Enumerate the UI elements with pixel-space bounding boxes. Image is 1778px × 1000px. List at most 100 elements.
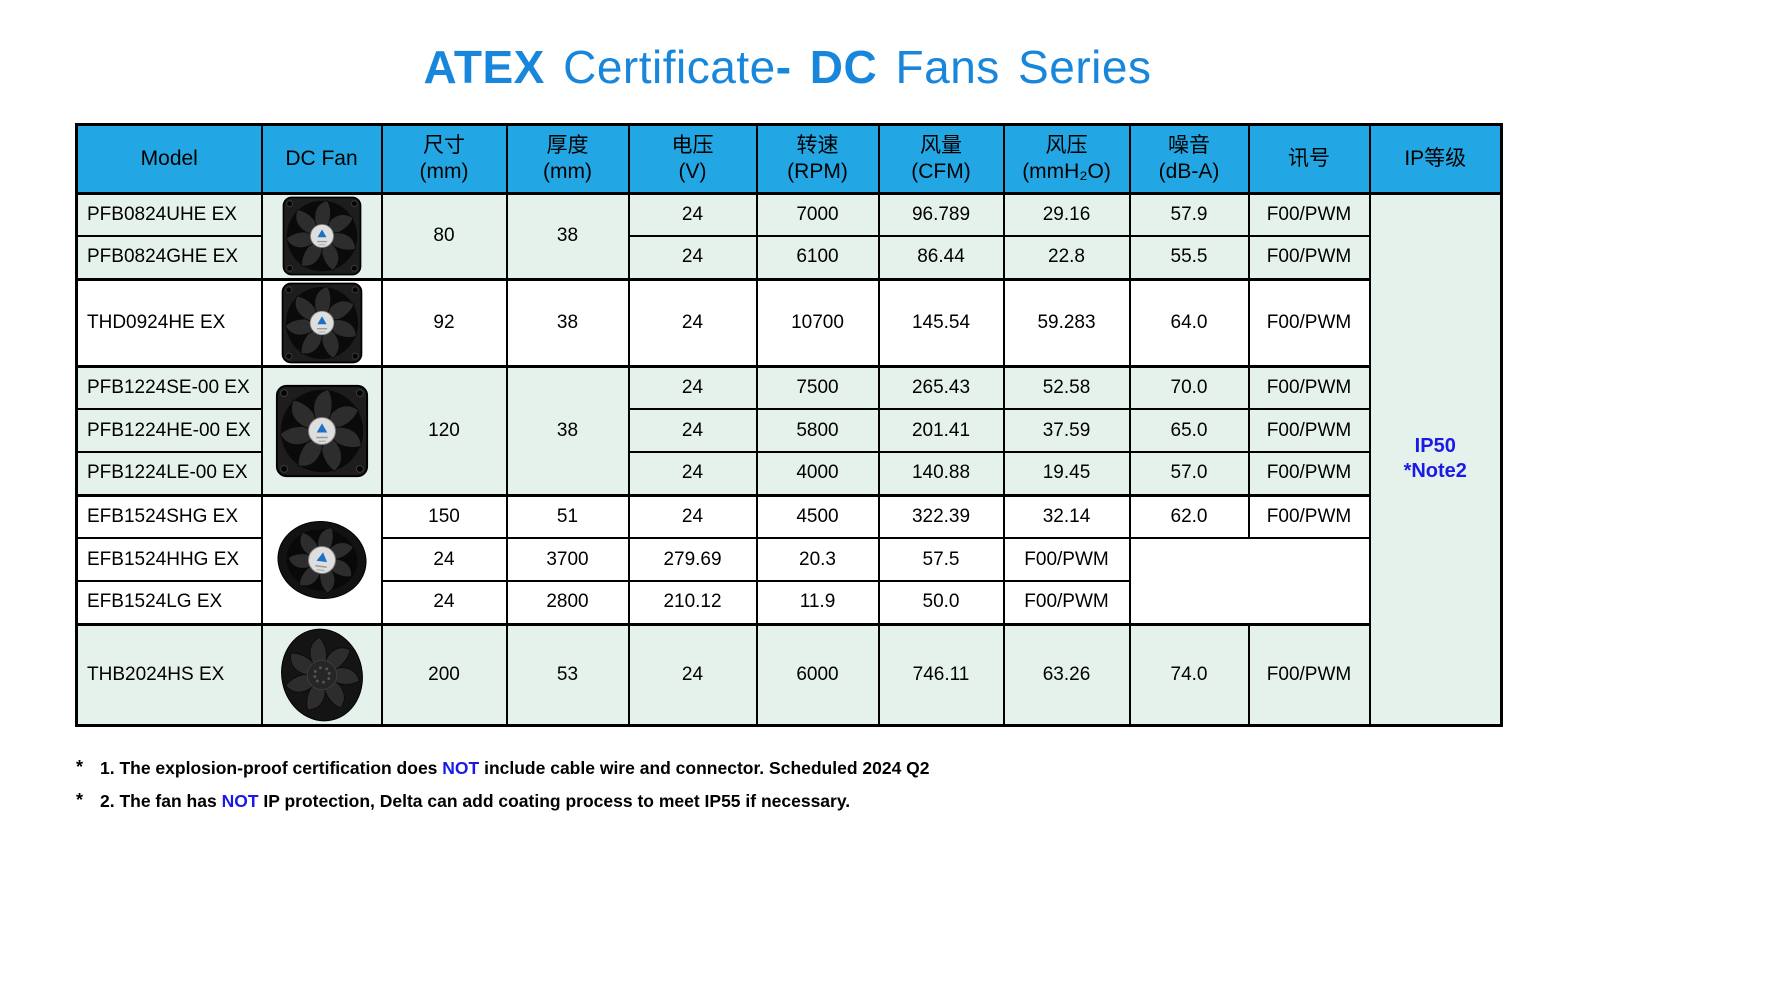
table-row: THD0924HE EX 92 38 24 10700 145.54 59.28… bbox=[75, 277, 1502, 368]
voltage-cell: 24 bbox=[627, 191, 758, 238]
voltage-cell: 24 bbox=[627, 622, 758, 727]
pressure-cell: 37.59 bbox=[1002, 408, 1131, 454]
noise-cell: 70.0 bbox=[1128, 364, 1250, 411]
thickness-cell: 51 bbox=[505, 493, 630, 540]
voltage-cell: 24 bbox=[627, 364, 758, 411]
model-cell: PFB0824UHE EX bbox=[75, 191, 263, 238]
voltage-cell: 24 bbox=[627, 408, 758, 454]
col-header-thickness: 厚度 (mm) bbox=[505, 123, 630, 195]
signal-cell: F00/PWM bbox=[1247, 277, 1371, 368]
fan-image-cell bbox=[260, 191, 383, 281]
noise-cell: 74.0 bbox=[1128, 622, 1250, 727]
noise-cell: 62.0 bbox=[1128, 493, 1250, 540]
table-row: EFB1524SHG EX 150 51 24 4500 322.3 bbox=[75, 493, 1502, 626]
title-certificate: Certificate bbox=[544, 41, 776, 93]
table-row: EFB1524LG EX 24 2800 210.12 11.9 50.0 F0… bbox=[75, 580, 1502, 626]
ip-rating-note: *Note2 bbox=[1403, 460, 1467, 483]
thickness-cell: 38 bbox=[505, 364, 630, 497]
noise-cell: 50.0 bbox=[877, 580, 1005, 626]
rpm-cell: 4500 bbox=[755, 493, 880, 540]
ip-rating-value: IP50 bbox=[1414, 435, 1456, 458]
size-cell: 80 bbox=[380, 191, 508, 281]
square-fan-120-icon bbox=[274, 383, 370, 479]
rpm-cell: 4000 bbox=[755, 451, 880, 497]
model-cell: PFB1224LE-00 EX bbox=[75, 451, 263, 497]
footnotes: * 1. The explosion-proof certification d… bbox=[76, 757, 1778, 815]
rpm-cell: 6000 bbox=[755, 622, 880, 727]
signal-cell: F00/PWM bbox=[1247, 235, 1371, 281]
signal-cell: F00/PWM bbox=[1002, 580, 1131, 626]
ip-rating-cell: IP50 *Note2 bbox=[1368, 191, 1503, 727]
pressure-cell: 20.3 bbox=[755, 537, 880, 583]
model-cell: THB2024HS EX bbox=[75, 622, 263, 727]
footnote-1: * 1. The explosion-proof certification d… bbox=[76, 757, 1778, 781]
noise-cell: 55.5 bbox=[1128, 235, 1250, 281]
noise-cell: 57.9 bbox=[1128, 191, 1250, 238]
size-cell: 200 bbox=[380, 622, 508, 727]
pressure-cell: 32.14 bbox=[1002, 493, 1131, 540]
fan-image-cell bbox=[260, 277, 383, 368]
pressure-cell: 63.26 bbox=[1002, 622, 1131, 727]
rpm-cell: 3700 bbox=[505, 537, 630, 583]
cfm-cell: 279.69 bbox=[627, 537, 758, 583]
cfm-cell: 201.41 bbox=[877, 408, 1005, 454]
table-row: PFB1224LE-00 EX 24 4000 140.88 19.45 57.… bbox=[75, 451, 1502, 497]
title-rest: Fans Series bbox=[877, 41, 1152, 93]
rpm-cell: 7500 bbox=[755, 364, 880, 411]
noise-cell: 57.5 bbox=[877, 537, 1005, 583]
rpm-cell: 5800 bbox=[755, 408, 880, 454]
cfm-cell: 322.39 bbox=[877, 493, 1005, 540]
model-cell: EFB1524LG EX bbox=[75, 580, 263, 626]
square-fan-80-icon bbox=[281, 195, 363, 277]
thickness-cell: 53 bbox=[505, 622, 630, 727]
signal-cell: F00/PWM bbox=[1247, 408, 1371, 454]
signal-cell: F00/PWM bbox=[1247, 191, 1371, 238]
pressure-cell: 59.283 bbox=[1002, 277, 1131, 368]
cfm-cell: 210.12 bbox=[627, 580, 758, 626]
title-dc: - DC bbox=[775, 41, 878, 93]
voltage-cell: 24 bbox=[627, 277, 758, 368]
thickness-cell: 38 bbox=[505, 277, 630, 368]
footnote-star: * bbox=[76, 756, 84, 777]
cfm-cell: 86.44 bbox=[877, 235, 1005, 281]
voltage-cell: 24 bbox=[627, 451, 758, 497]
model-cell: EFB1524SHG EX bbox=[75, 493, 263, 540]
col-header-model: Model bbox=[75, 123, 263, 195]
fan-image-cell bbox=[260, 622, 383, 727]
noise-cell: 65.0 bbox=[1128, 408, 1250, 454]
fan-image-cell bbox=[260, 493, 383, 626]
size-cell: 120 bbox=[380, 364, 508, 497]
fan-spec-table: Model DC Fan 尺寸 (mm) 厚度 (mm) 电压 (V) 转速 (RPM)… bbox=[75, 122, 1503, 727]
cfm-cell: 145.54 bbox=[877, 277, 1005, 368]
table-row: PFB0824UHE EX 80 38 24 7000 96.789 29.16… bbox=[75, 191, 1503, 727]
footnote-highlight: NOT bbox=[442, 757, 480, 778]
cfm-cell: 140.88 bbox=[877, 451, 1005, 497]
rpm-cell: 2800 bbox=[505, 580, 630, 626]
thickness-cell: 38 bbox=[505, 191, 630, 281]
pressure-cell: 52.58 bbox=[1002, 364, 1131, 411]
table-row: EFB1524HHG EX 24 3700 279.69 20.3 57.5 F… bbox=[75, 537, 1502, 583]
page-title: ATEX Certificate- DC Fans Series bbox=[75, 0, 1500, 93]
model-cell: EFB1524HHG EX bbox=[75, 537, 263, 583]
round-fan-200-icon bbox=[273, 626, 371, 721]
col-header-pressure: 风压 (mmH₂O) bbox=[1002, 123, 1131, 195]
rpm-cell: 6100 bbox=[755, 235, 880, 281]
footnote-star: * bbox=[76, 789, 84, 810]
pressure-cell: 22.8 bbox=[1002, 235, 1131, 281]
signal-cell: F00/PWM bbox=[1247, 622, 1371, 727]
size-cell: 150 bbox=[380, 493, 508, 540]
footnote-text: 2. The fan has NOT IP protection, Delta … bbox=[100, 790, 851, 811]
noise-cell: 64.0 bbox=[1128, 277, 1250, 368]
col-header-signal: 讯号 bbox=[1247, 123, 1371, 195]
size-cell: 92 bbox=[380, 277, 508, 368]
voltage-cell: 24 bbox=[627, 493, 758, 540]
col-header-airflow: 风量 (CFM) bbox=[877, 123, 1005, 195]
table-row: PFB0824GHE EX 24 6100 86.44 22.8 55.5 F0… bbox=[75, 235, 1502, 281]
pressure-cell: 11.9 bbox=[755, 580, 880, 626]
voltage-cell: 24 bbox=[380, 537, 508, 583]
rpm-cell: 10700 bbox=[755, 277, 880, 368]
table-row: PFB1224SE-00 EX 120 38 24 7500 265.43 52… bbox=[75, 364, 1502, 497]
table-row: THB2024HS EX 200 bbox=[75, 622, 1502, 727]
signal-cell: F00/PWM bbox=[1247, 364, 1371, 411]
voltage-cell: 24 bbox=[627, 235, 758, 281]
